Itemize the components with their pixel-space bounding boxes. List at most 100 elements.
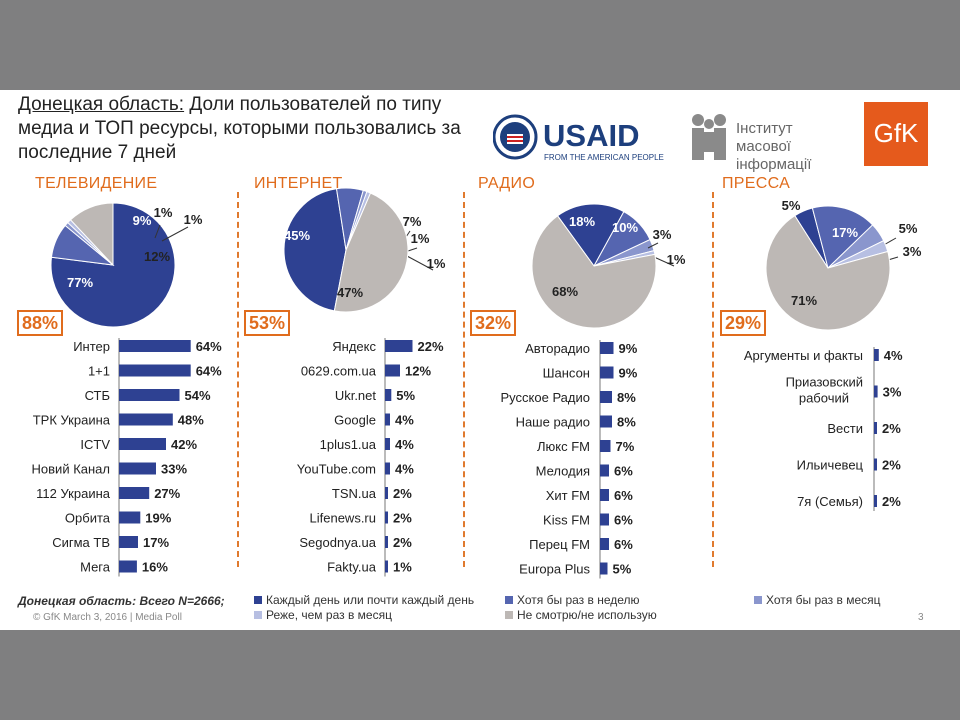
bar-value-label: 6% (614, 537, 633, 552)
pie-label: 10% (612, 220, 638, 235)
bar-category-label: 7я (Семья) (797, 494, 863, 509)
pie-leader-line (647, 242, 659, 249)
pie-label: 3% (903, 244, 922, 259)
bar-category-label: Новий Канал (32, 462, 110, 477)
pie-slice (765, 214, 891, 331)
bar-category-label: Google (334, 413, 376, 428)
section-divider (712, 192, 714, 567)
usaid-wordmark: USAID (543, 118, 639, 153)
bar-category-label: Мега (80, 560, 111, 575)
bar-category-label: ТРК Украина (33, 413, 111, 428)
bar (874, 458, 877, 471)
bar-value-label: 48% (178, 413, 204, 428)
pie-label: 1% (427, 256, 446, 271)
bar-value-label: 16% (142, 560, 168, 575)
pie-label: 18% (569, 214, 595, 229)
section-divider (237, 192, 239, 567)
bar (600, 489, 609, 501)
usaid-tagline: FROM THE AMERICAN PEOPLE (544, 153, 664, 162)
imi-logo: Інститут масової інформації (688, 112, 848, 173)
section-title-tv: ТЕЛЕВИДЕНИЕ (35, 175, 158, 192)
bar-category-label: 0629.com.ua (301, 364, 377, 379)
pie-label: 5% (899, 221, 918, 236)
usaid-logo: USAID FROM THE AMERICAN PEOPLE (493, 114, 664, 162)
bar-category-label: Русское Радио (501, 390, 590, 405)
legend-item-weekly: Хотя бы раз в неделю (505, 593, 640, 607)
bar-value-label: 2% (882, 494, 901, 509)
section-title-internet: ИНТЕРНЕТ (254, 175, 343, 192)
pie-label: 5% (782, 198, 801, 213)
bar-category-label: Вести (827, 421, 863, 436)
bar-category-label: Сигма ТВ (52, 535, 110, 550)
bar (119, 487, 150, 499)
pie-slice (556, 203, 625, 267)
bar (600, 464, 609, 477)
bar-value-label: 54% (185, 388, 211, 403)
bar-category-label: Люкс FM (537, 439, 590, 454)
bar (600, 538, 609, 550)
pie-label: 1% (667, 252, 686, 267)
bar (874, 385, 878, 398)
bar (600, 440, 611, 452)
bar (874, 495, 877, 507)
copyright: © GfK March 3, 2016 | Media Poll (33, 612, 182, 623)
bar-value-label: 19% (145, 511, 171, 526)
bar-value-label: 4% (395, 437, 414, 452)
bar (385, 560, 388, 573)
bar-category-label: Lifenews.ru (310, 511, 376, 526)
pie-slice (333, 192, 409, 313)
bar-category-label: 1+1 (88, 364, 110, 379)
bar (874, 422, 877, 434)
pie-label: 3% (653, 227, 672, 242)
legend-item-daily: Каждый день или почти каждый день (254, 593, 474, 607)
pie-label: 17% (832, 225, 858, 240)
bar-value-label: 12% (405, 364, 431, 379)
pie-label: 1% (411, 231, 430, 246)
bar-value-label: 64% (196, 364, 222, 379)
bar-value-label: 5% (613, 562, 632, 577)
gfk-logo: GfK (864, 102, 928, 166)
bar-category-label: 1plus1.ua (320, 437, 377, 452)
pie-slice (69, 202, 114, 267)
slide: Донецкая область: Доли пользователей по … (0, 90, 960, 630)
section-title-radio: РАДИО (478, 175, 536, 192)
bar-category-label: Авторадио (525, 341, 590, 356)
bar-category-label: Приазовский (786, 375, 863, 390)
bar (600, 342, 614, 354)
legend-label: Не смотрю/не использую (517, 608, 657, 622)
bar-category-label: Kiss FM (543, 513, 590, 528)
bar-value-label: 7% (616, 439, 635, 454)
bar-category-label: Europa Plus (519, 562, 590, 577)
bar-value-label: 6% (614, 488, 633, 503)
pie-slice (531, 215, 657, 329)
bar-value-label: 4% (884, 348, 903, 363)
reach-radio: 32% (470, 310, 517, 336)
pie-leader-line (161, 226, 189, 242)
bar (385, 536, 388, 548)
bar (600, 415, 612, 428)
bar-category-label: Segodnya.ua (299, 535, 376, 550)
legend-swatch (505, 596, 513, 604)
bar-category-label: Яндекс (332, 339, 376, 354)
bar-value-label: 64% (196, 339, 222, 354)
legend-label: Реже, чем раз в месяц (266, 608, 392, 622)
bar-category-label: Шансон (543, 366, 590, 381)
bar (600, 366, 614, 379)
bar-value-label: 6% (614, 513, 633, 528)
bar-category-label: Хит FM (546, 488, 590, 503)
legend-item-monthly: Хотя бы раз в месяц (754, 593, 881, 607)
legend-swatch (254, 611, 262, 619)
pie-label: 77% (67, 275, 93, 290)
bar (385, 413, 390, 426)
reach-internet: 53% (244, 310, 291, 336)
reach-press: 29% (720, 310, 767, 336)
bar-value-label: 2% (393, 511, 412, 526)
bar (119, 462, 156, 475)
section-divider (463, 192, 465, 567)
bar-value-label: 8% (617, 415, 636, 430)
pie-label: 68% (552, 284, 578, 299)
legend-swatch (505, 611, 513, 619)
bar (385, 364, 400, 377)
pie-slice (811, 205, 874, 269)
imi-line1: Інститут масової (736, 120, 793, 155)
